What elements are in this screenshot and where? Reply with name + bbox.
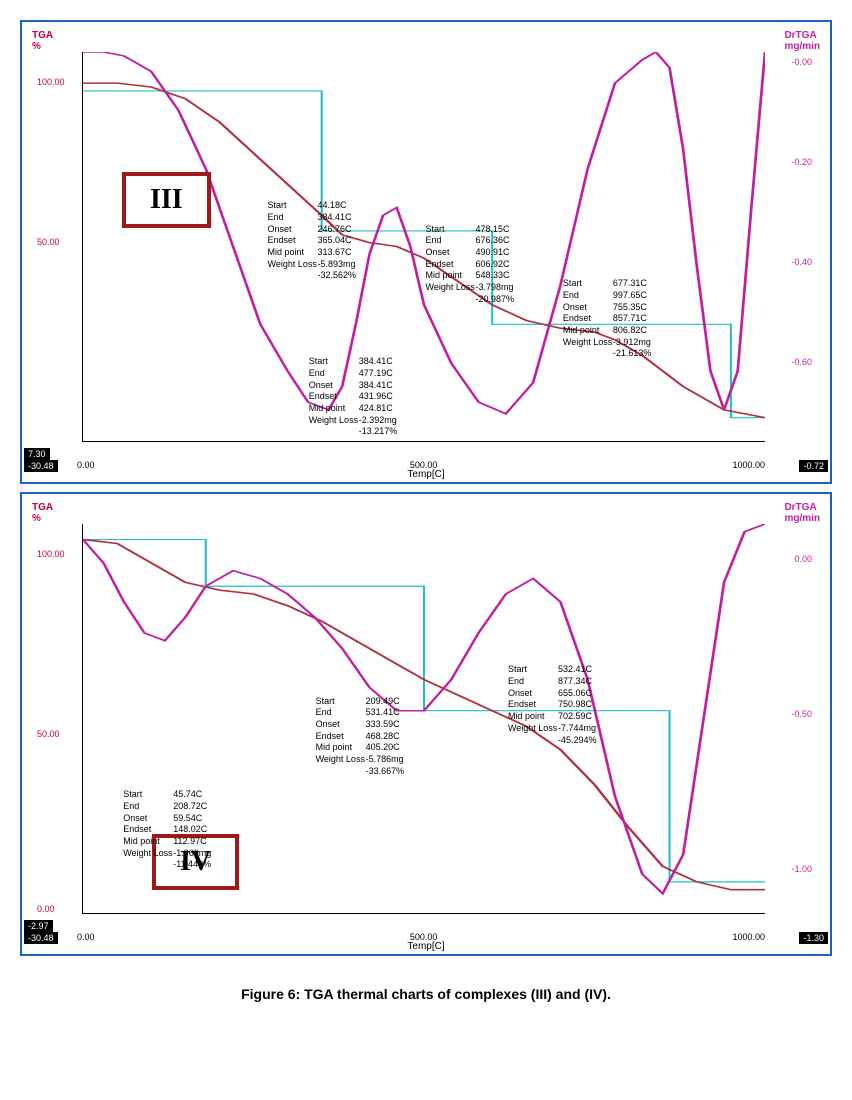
thermal-data-block: Start677.31CEnd997.65COnset755.35CEndset… [563,278,652,360]
y-right-tick: -0.60 [791,357,812,367]
corner-badge: -2.97 [24,920,53,932]
y-right-tick: -1.00 [791,864,812,874]
thermal-data-block: Start532.41CEnd877.34COnset655.06CEndset… [508,664,597,746]
right-axis-title-bottom: DrTGA mg/min [784,502,820,524]
y-right-tick: -0.40 [791,257,812,267]
y-right-tick: 0.00 [794,554,812,564]
corner-badge: -0.72 [799,460,828,472]
x-tick: 0.00 [77,932,95,942]
corner-badge: -1.30 [799,932,828,944]
y-left-tick: 100.00 [37,549,65,559]
corner-badge: -30.48 [24,460,58,472]
roman-label-iii: III [122,172,211,228]
x-tick: 1000.00 [732,460,765,470]
thermal-data-block: Start44.18CEnd384.41COnset246.76CEndset3… [267,200,356,282]
thermal-data-block: Start209.49CEnd531.41COnset333.59CEndset… [316,696,405,778]
y-left-tick: 50.00 [37,729,60,739]
y-left-tick: 50.00 [37,237,60,247]
x-tick: 1000.00 [732,932,765,942]
x-axis-title: Temp[C] [407,469,444,480]
y-right-tick: -0.00 [791,57,812,67]
tga-chart-bottom: TGA % DrTGA mg/min 100.00 50.00 0.00 0.0… [20,492,832,956]
y-left-tick: 0.00 [37,904,55,914]
chart-svg-top [83,52,765,441]
plot-area-top [82,52,765,442]
corner-badge: -30.48 [24,932,58,944]
thermal-data-block: Start45.74CEnd208.72COnset59.54CEndset14… [123,789,211,871]
y-right-tick: -0.50 [791,709,812,719]
tga-chart-top: TGA % DrTGA mg/min 100.00 50.00 -0.00 -0… [20,20,832,484]
x-tick: 0.00 [77,460,95,470]
figure-caption: Figure 6: TGA thermal charts of complexe… [20,986,832,1002]
corner-badge: 7.30 [24,448,50,460]
left-axis-title-bottom: TGA % [32,502,53,524]
thermal-data-block: Start478.15CEnd676.36COnset490.91CEndset… [426,224,515,306]
thermal-data-block: Start384.41CEnd477.19COnset384.41CEndset… [309,356,398,438]
y-right-tick: -0.20 [791,157,812,167]
y-left-tick: 100.00 [37,77,65,87]
x-axis-title: Temp[C] [407,941,444,952]
left-axis-title-top: TGA % [32,30,53,52]
right-axis-title-top: DrTGA mg/min [784,30,820,52]
